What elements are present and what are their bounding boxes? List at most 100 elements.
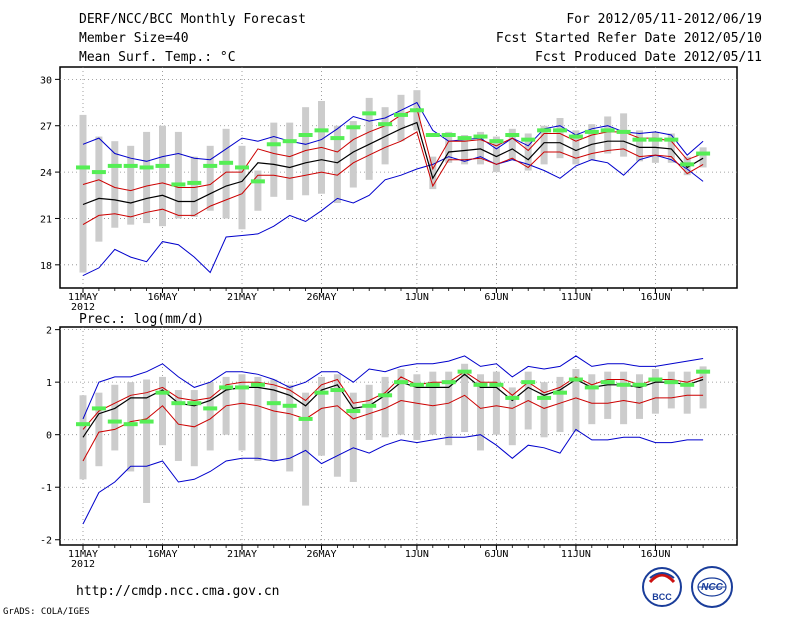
temp-spread-box bbox=[95, 136, 103, 242]
source-url[interactable]: http://cmdp.ncc.cma.gov.cn bbox=[76, 584, 280, 599]
temp-observed-marker bbox=[473, 134, 488, 139]
temp-observed-marker bbox=[394, 112, 408, 117]
bcc-logo-swoosh bbox=[648, 573, 676, 584]
prec-observed-marker bbox=[553, 390, 567, 395]
prec-observed-marker bbox=[473, 382, 488, 387]
variable-label: Mean Surf. Temp.: °C bbox=[79, 50, 236, 65]
temp-observed-marker bbox=[680, 162, 695, 167]
prec-spread-box bbox=[683, 371, 691, 414]
temp-xtick-year: 2012 bbox=[71, 302, 95, 313]
temp-spread-box bbox=[572, 130, 580, 165]
temp-observed-marker bbox=[489, 139, 504, 144]
temp-observed-marker bbox=[362, 111, 377, 116]
prec-spread-box bbox=[699, 366, 707, 409]
prec-spread-box bbox=[333, 374, 341, 477]
prec-spread-box bbox=[95, 392, 103, 467]
prec-spread-box bbox=[349, 392, 357, 482]
prec-observed-marker bbox=[314, 390, 329, 395]
temp-spread-box bbox=[636, 130, 643, 162]
prec-spread-box bbox=[254, 376, 262, 461]
prec-xtick-label: 1JUN bbox=[405, 549, 429, 560]
temp-observed-marker bbox=[648, 137, 663, 142]
temp-spread-box bbox=[190, 156, 198, 217]
prec-ytick-label: 1 bbox=[46, 378, 52, 389]
temp-spread-box bbox=[540, 125, 548, 165]
temp-xtick-label: 11MAY bbox=[68, 292, 98, 303]
prec-min-line bbox=[82, 428, 704, 525]
temp-ytick-label: 24 bbox=[40, 168, 52, 179]
bcc-logo: BCC bbox=[642, 567, 682, 607]
ncc-logo: NCC bbox=[691, 566, 733, 608]
temp-spread-box bbox=[333, 125, 341, 203]
temp-observed-marker bbox=[425, 133, 440, 137]
prec-spread-box bbox=[572, 369, 580, 433]
prec-spread-box bbox=[445, 371, 453, 446]
prec-observed-marker bbox=[171, 401, 186, 406]
temp-observed-marker bbox=[91, 170, 106, 175]
temp-spread-box bbox=[667, 133, 675, 163]
prec-spread-box bbox=[143, 379, 151, 503]
temp-max-line bbox=[82, 154, 704, 277]
temp-spread-box bbox=[174, 131, 182, 219]
prec-spread-box bbox=[620, 371, 628, 425]
prec-spread-box bbox=[238, 374, 246, 451]
temp-ytick-label: 30 bbox=[40, 75, 52, 86]
prec-upper-line bbox=[82, 371, 704, 430]
prec-observed-marker bbox=[664, 380, 679, 385]
bcc-logo-arc bbox=[649, 572, 675, 579]
temp-observed-marker bbox=[171, 182, 186, 187]
prec-observed-marker bbox=[298, 416, 313, 421]
prec-observed-marker bbox=[489, 382, 504, 387]
temp-spread-box bbox=[111, 141, 119, 228]
prec-spread-box bbox=[540, 382, 548, 438]
prec-spread-box bbox=[651, 369, 659, 414]
prec-mean-line bbox=[82, 373, 704, 438]
prec-spread-box bbox=[556, 376, 564, 433]
prec-observed-marker bbox=[330, 388, 345, 393]
member-size-label: Member Size=40 bbox=[79, 31, 189, 46]
prec-spread-box bbox=[190, 390, 198, 467]
temp-spread-box bbox=[429, 156, 437, 190]
temp-observed-marker bbox=[235, 165, 249, 170]
temp-ytick-label: 21 bbox=[40, 214, 52, 225]
temp-observed-marker bbox=[441, 133, 456, 137]
temp-ytick-label: 18 bbox=[40, 261, 52, 272]
temp-spread-box bbox=[159, 125, 166, 227]
prec-observed-marker bbox=[123, 422, 138, 427]
temp-observed-marker bbox=[346, 125, 361, 130]
prec-ytick-label: 0 bbox=[46, 431, 52, 442]
prec-spread-box bbox=[159, 376, 166, 446]
forecast-produced-date: Fcst Produced Date 2012/05/11 bbox=[535, 50, 762, 65]
prec-observed-marker bbox=[187, 401, 202, 406]
temp-observed-marker bbox=[553, 128, 567, 133]
prec-observed-marker bbox=[648, 377, 663, 382]
prec-spread-box bbox=[206, 382, 214, 451]
temp-xtick-label: 16MAY bbox=[147, 292, 177, 303]
temp-spread-box bbox=[365, 97, 373, 180]
prec-observed-marker bbox=[425, 382, 440, 387]
prec-observed-marker bbox=[505, 395, 520, 400]
prec-ytick-label: 2 bbox=[46, 326, 52, 337]
prec-spread-box bbox=[302, 392, 310, 506]
forecast-start-date: Fcst Started Refer Date 2012/05/10 bbox=[496, 31, 762, 46]
temp-min-line bbox=[82, 101, 704, 162]
prec-observed-marker bbox=[584, 385, 599, 390]
prec-spread-box bbox=[174, 390, 182, 461]
prec-observed-marker bbox=[346, 409, 361, 414]
prec-observed-marker bbox=[219, 385, 234, 390]
prec-spread-box bbox=[365, 384, 373, 440]
temp-spread-box bbox=[461, 135, 469, 165]
temp-spread-box bbox=[508, 128, 516, 160]
temp-observed-marker bbox=[521, 137, 536, 142]
prec-observed-marker bbox=[696, 369, 711, 374]
temp-spread-box bbox=[556, 118, 564, 159]
temp-observed-marker bbox=[107, 163, 122, 168]
temp-spread-box bbox=[143, 131, 151, 224]
temp-observed-marker bbox=[632, 137, 647, 142]
temp-spread-box bbox=[127, 145, 135, 225]
prec-ytick-label: -1 bbox=[40, 483, 52, 494]
